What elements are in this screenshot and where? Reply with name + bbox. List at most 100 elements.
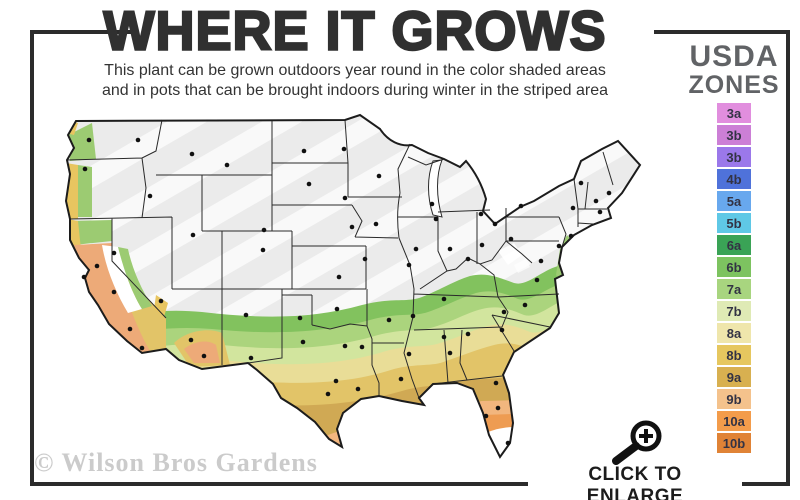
frame-border-top-left [30,30,136,34]
city-dot [505,440,511,446]
zone-chip-9a-12: 9a [717,367,751,387]
washington-green [68,123,96,161]
city-dot [447,246,453,252]
city-dot [325,391,331,397]
city-dot [483,413,489,419]
city-dot [190,232,196,238]
zone-chip-8b-11: 8b [717,345,751,365]
city-dot [139,345,145,351]
arizona-salmon [184,341,220,363]
nevada-gold-spot [154,295,168,317]
city-dot [406,262,412,268]
city-dot [465,331,471,337]
city-dot [297,315,303,321]
watermark: © Wilson Bros Gardens [34,448,318,477]
city-dot [111,289,117,295]
zone-chip-3a-0: 3a [717,103,751,123]
city-dot [406,351,412,357]
city-dot [410,313,416,319]
oregon-valley-green [78,165,92,217]
city-dots [81,137,612,446]
usda-zones-legend: USDA ZONES 3a 3b 3b 4b 5a 5b 6a 6b 7a 7b 8a 8b 9a 9b 1… [688,42,780,455]
city-dot [201,353,207,359]
city-dot [334,306,340,312]
zone-chip-5b-5: 5b [717,213,751,233]
frame-border-bottom-left [30,482,528,486]
city-dot [479,242,485,248]
city-dot [413,246,419,252]
city-dot [333,378,339,384]
sierra-white [102,245,142,313]
city-dot [301,148,307,154]
page-title: WHERE IT GROWS [102,0,607,63]
city-dot [349,224,355,230]
norcal-green [70,220,112,245]
zone-chip-10a-14: 10a [717,411,751,431]
city-dot [355,386,361,392]
zone-chip-7a-8: 7a [717,279,751,299]
city-dot [336,274,342,280]
city-dot [441,334,447,340]
city-dot [534,277,540,283]
city-dot [306,181,312,187]
city-dot [81,274,87,280]
zone-chip-8a-10: 8a [717,323,751,343]
city-dot [158,298,164,304]
city-dot [606,190,612,196]
frame-border-top-right [654,30,790,34]
city-dot [111,250,117,256]
zone-chip-7b-9: 7b [717,301,751,321]
zone-chip-3b-2: 3b [717,147,751,167]
legend-title-usda: USDA [689,40,779,73]
subtitle: This plant can be grown outdoors year ro… [55,61,655,101]
city-dot [578,180,584,186]
frame-border-left [30,30,34,486]
city-dot [570,205,576,211]
city-dot [224,162,230,168]
city-dot [501,309,507,315]
zone-chip-3b-1: 3b [717,125,751,145]
city-dot [398,376,404,382]
city-dot [243,312,249,318]
click-to-enlarge-button[interactable]: CLICK TO ENLARGE [586,464,684,500]
city-dot [447,350,453,356]
usda-zone-map[interactable] [62,113,662,465]
city-dot [342,195,348,201]
zone-chip-4b-3: 4b [717,169,751,189]
sierra-green [118,247,152,309]
frame-border-right [786,30,790,486]
city-dot [373,221,379,227]
city-dot [597,209,603,215]
zone-list: 3a 3b 3b 4b 5a 5b 6a 6b 7a 7b 8a 8b 9a 9b 10a 10b [688,103,780,455]
city-dot [495,405,501,411]
city-dot [135,137,141,143]
city-dot [147,193,153,199]
frame-border-bottom-right [742,482,790,486]
city-dot [94,263,100,269]
city-dot [359,344,365,350]
city-dot [248,355,254,361]
zone-chip-6a-6: 6a [717,235,751,255]
magnifier-icon[interactable] [606,414,662,466]
city-dot [341,146,347,152]
zone-chip-5a-4: 5a [717,191,751,211]
city-dot [499,327,505,333]
city-dot [376,173,382,179]
city-dot [300,339,306,345]
city-dot [188,337,194,343]
city-dot [478,211,484,217]
city-dot [556,243,562,249]
appalachian-white-2 [514,259,530,273]
legend-title-zones: ZONES [688,71,780,99]
city-dot [189,151,195,157]
city-dot [492,221,498,227]
city-dot [433,216,439,222]
city-dot [518,203,524,209]
zone-chip-9b-13: 9b [717,389,751,409]
city-dot [522,302,528,308]
city-dot [465,256,471,262]
city-dot [493,380,499,386]
city-dot [362,256,368,262]
city-dot [386,317,392,323]
usa-outline [64,113,642,459]
